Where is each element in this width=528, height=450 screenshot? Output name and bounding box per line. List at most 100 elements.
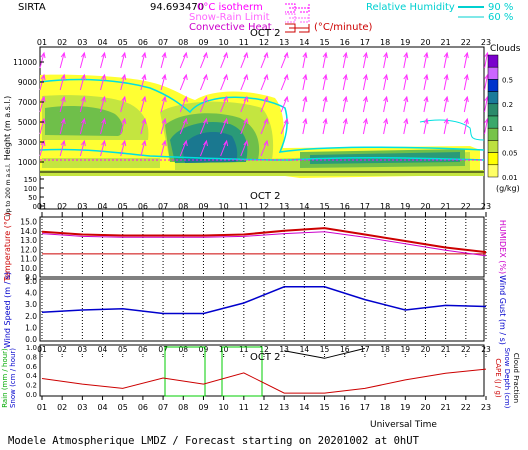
wind-arrow-head	[363, 73, 368, 81]
humidex-axis-label: HUMIDEX (%)	[498, 220, 507, 274]
wind-arrow-head	[322, 95, 328, 103]
rain-tick-label: 0.4	[26, 372, 38, 380]
universal-time-label: Universal Time	[370, 420, 437, 430]
wind-arrow	[160, 96, 166, 113]
rh-legend-label: Relative Humidity	[366, 2, 455, 13]
rain-hour-label: 17	[360, 345, 370, 354]
wind-arrow-head	[80, 95, 86, 103]
wind-arrow-head	[263, 51, 269, 59]
wind-arrow-head	[283, 51, 289, 59]
wind-arrow-head	[203, 95, 208, 103]
wind-arrow	[383, 96, 388, 113]
wind-arrow-head	[40, 51, 46, 59]
wind-arrow-head	[283, 73, 289, 81]
mid-hour-label: 23	[481, 202, 491, 211]
rain-hour-label: 18	[380, 345, 390, 354]
height-axis-label-2: Up to 200 m a.s.l.	[5, 163, 12, 216]
wind-arrow	[463, 118, 468, 135]
wind-arrow	[120, 52, 126, 69]
wind-arrow	[140, 140, 146, 157]
cloud-legend: Clouds 0.5 0.2 0.1 0.05 0.01 (g/kg)	[487, 44, 521, 193]
cloud-legend-level: 0.5	[502, 76, 513, 84]
wind-arrow-head	[60, 139, 66, 147]
bottom-hour-label: 12	[259, 403, 269, 412]
wind-arrow	[423, 74, 428, 91]
rh-contour-90-a	[39, 78, 485, 153]
wind-arrow-head	[101, 95, 107, 103]
wind-arrow	[280, 96, 288, 113]
wind-arrow-head	[203, 139, 208, 147]
bottom-hour-label: 06	[138, 403, 148, 412]
mid-hour-label: 05	[118, 202, 128, 211]
hour-ticks-top: 01 02 03 04 05 06 07 08 09 10 11 12 13 14 15 16 17 18 19 20…	[37, 38, 491, 47]
top-hour-label: 06	[138, 38, 148, 47]
top-hour-label: 19	[400, 38, 410, 47]
temperature-line	[41, 227, 487, 254]
wind-arrow	[199, 52, 207, 69]
top-hour-label: 09	[198, 38, 208, 47]
top-hour-label: 04	[97, 38, 107, 47]
top-hour-label: 18	[380, 38, 390, 47]
wind-arrow-head	[342, 117, 348, 125]
cloud-legend-unit: (g/kg)	[496, 184, 520, 193]
wind-arrow-head	[322, 73, 328, 81]
rain-hour-label: 06	[138, 345, 148, 354]
bottom-hour-label: 08	[178, 403, 188, 412]
wind-arrow-head	[423, 95, 429, 103]
bottom-hour-label: 21	[441, 403, 451, 412]
mid-hour-label: 19	[400, 202, 410, 211]
wind-arrow	[423, 118, 428, 135]
rh-60-label: 60 %	[488, 12, 513, 23]
bottom-hour-label: 13	[279, 403, 289, 412]
temperature-panel-frame	[39, 216, 485, 278]
wind-arrow-head	[161, 73, 167, 81]
wind-arrow-head	[243, 73, 249, 81]
wind-gust-axis-label: Wind Gust (m / s)	[498, 275, 507, 345]
wind-arrow-head	[182, 139, 188, 147]
rain-hour-label: 11	[239, 345, 249, 354]
top-hour-label: 20	[420, 38, 430, 47]
bottom-hour-label: 10	[219, 403, 229, 412]
wind-arrow	[240, 140, 248, 157]
wind-arrow	[79, 118, 85, 135]
mid-hour-label: 04	[97, 202, 107, 211]
mid-hour-label: 01	[37, 202, 47, 211]
wind-arrow	[39, 52, 45, 69]
cloud-legend-level: 0.2	[502, 101, 513, 109]
rain-bar-1	[164, 346, 206, 397]
wind-arrow-head	[182, 95, 188, 103]
wind-arrow	[403, 118, 408, 135]
wind-arrow-head	[383, 117, 389, 125]
wind-arrow-head	[40, 139, 46, 147]
snow-rain-legend-label: Snow-Rain Limit	[189, 12, 270, 23]
cloud-fraction-axis-label: Cloud Fraction	[512, 353, 520, 403]
low-height-tick-label: 100	[24, 185, 37, 193]
rain-tick-label: 0.2	[26, 382, 37, 390]
date-label-mid: OCT 2	[250, 191, 281, 202]
mid-hour-label: 11	[239, 202, 249, 211]
cape-axis-label: CAPE (J / g)	[494, 358, 502, 398]
rain-hour-label: 09	[199, 345, 209, 354]
wind-arrow	[59, 140, 65, 157]
rain-hour-label: 10	[219, 345, 229, 354]
wind-arrow	[403, 52, 408, 69]
wind-arrow	[140, 52, 146, 69]
top-hour-label: 23	[481, 38, 491, 47]
cloud-region-dense	[170, 121, 460, 164]
cloud-legend-swatch	[487, 127, 499, 141]
wind-arrow	[484, 74, 488, 91]
wind-arrow	[160, 74, 166, 91]
wind-arrow	[302, 74, 307, 91]
rain-panel: 1.00.8 0.60.4 0.20.0 01 02 03 04 05 06 07 08 09 10 1…	[1, 344, 520, 409]
wind-arrow-head	[182, 73, 188, 81]
top-hour-label: 21	[441, 38, 451, 47]
wind-arrow-head	[243, 139, 249, 147]
wind-arrow-head	[463, 51, 469, 59]
height-tick-label: 11000	[13, 58, 37, 67]
wind-arrow-head	[302, 95, 308, 103]
rain-tick-label: 0.0	[26, 391, 37, 399]
rain-ticks: 1.00.8 0.60.4 0.20.0	[26, 344, 38, 399]
wind-arrow-head	[161, 51, 167, 59]
wind-arrow	[322, 118, 327, 135]
wind-axis-label: Wind Speed (m / s)	[3, 272, 12, 348]
